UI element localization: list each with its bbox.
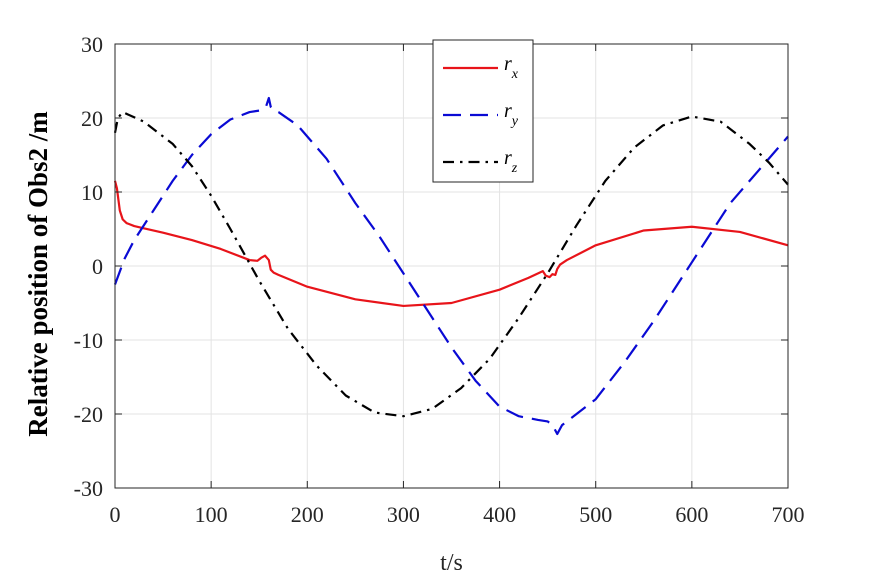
x-tick-label: 0	[110, 502, 121, 527]
legend-box	[432, 39, 534, 183]
legend-label-y: ry	[504, 100, 519, 129]
tick-labels: 0 100 200 300 400 500 600 700 -30 -20 -10 0 10 20 30	[74, 32, 805, 527]
x-tick-label: 200	[291, 502, 324, 527]
y-tick-label: 30	[81, 32, 103, 57]
x-tick-label: 500	[579, 502, 612, 527]
series-line-z	[113, 110, 789, 418]
x-tick-label: 400	[483, 502, 516, 527]
y-tick-label: -30	[74, 476, 103, 501]
ticks	[114, 43, 789, 489]
y-tick-label: 20	[81, 106, 103, 131]
legend: rx ry rz	[432, 39, 534, 183]
y-tick-label: -10	[74, 328, 103, 353]
y-tick-label: 0	[92, 254, 103, 279]
y-axis-label: Relative position of Obs2 /m	[23, 111, 53, 437]
x-tick-label: 700	[772, 502, 805, 527]
y-tick-label: 10	[81, 180, 103, 205]
x-tick-label: 600	[675, 502, 708, 527]
x-axis-label: t/s	[440, 550, 463, 576]
y-tick-label: -20	[74, 402, 103, 427]
x-tick-label: 100	[195, 502, 228, 527]
x-tick-label: 300	[387, 502, 420, 527]
series-layer	[113, 96, 789, 436]
legend-label-x: rx	[504, 53, 519, 82]
legend-label-z: rz	[504, 147, 518, 176]
series-line-x	[113, 180, 789, 308]
